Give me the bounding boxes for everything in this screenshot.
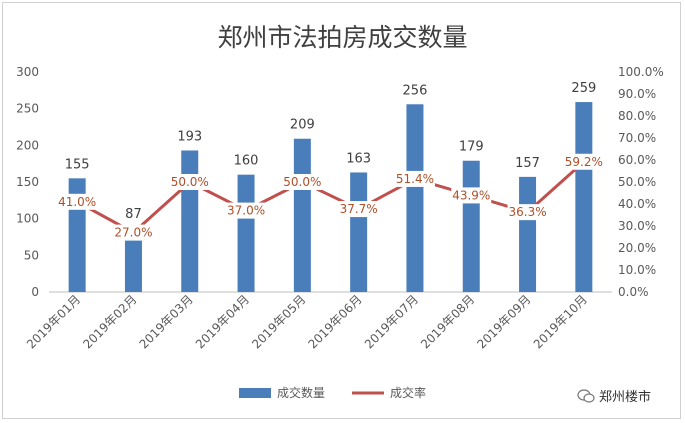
right-tick-label: 60.0% [618,153,656,167]
rate-value-label: 50.0% [283,175,321,189]
rate-value-label: 37.0% [227,204,265,218]
right-axis: 0.0% 10.0% 20.0% 30.0% 40.0% 50.0% 60.0% 70.0% 8… [618,65,664,299]
right-tick-label: 0.0% [618,285,649,299]
left-tick-label: 0 [31,285,39,299]
x-tick-label: 2019年01月 [24,292,83,351]
source-label: 郑州楼市 [599,390,652,405]
rate-value-label: 50.0% [171,175,209,189]
bar-value-label: 209 [290,118,315,133]
source-badge: 郑州楼市 [577,386,651,405]
rate-series: 41.0% 27.0% 50.0% 37.0% 50.0% 37.7% 51.4% 43.9%… [57,153,604,241]
bar-value-label: 155 [65,157,90,172]
bar-value-label: 256 [403,83,428,98]
rate-value-label: 36.3% [508,205,546,219]
rate-value-label: 27.0% [114,226,152,240]
rate-label-bg [282,174,323,190]
x-tick-label: 2019年08月 [418,292,477,351]
rate-value-label: 37.7% [340,202,378,216]
bar-value-label: 193 [177,129,202,144]
rate-label-bg [113,224,154,241]
left-tick-label: 100 [16,212,39,226]
x-tick-label: 2019年06月 [306,292,365,351]
bar [519,176,537,292]
wechat-icon [577,388,595,403]
rate-value-label: 59.2% [565,155,603,169]
rate-value-label: 51.4% [396,172,434,186]
right-tick-label: 50.0% [618,175,656,189]
bar [293,138,311,292]
right-tick-label: 10.0% [618,263,656,277]
rate-label-bg [394,170,435,187]
x-tick-label: 2019年10月 [531,292,590,351]
rate-label-bg [338,201,379,218]
bar-value-label: 157 [515,156,540,171]
left-tick-label: 50 [24,248,39,262]
left-tick-label: 200 [16,138,39,152]
x-tick-label: 2019年03月 [137,292,196,351]
legend-swatch-count [239,388,271,398]
bar [350,172,368,292]
x-tick-label: 2019年05月 [249,292,308,351]
bar [575,102,593,292]
right-tick-label: 80.0% [618,109,656,123]
bar-value-label: 179 [459,140,484,155]
bar [406,104,424,293]
rate-label-bg [169,174,210,190]
rate-value-label: 41.0% [58,195,96,209]
rate-line [76,160,585,235]
rate-label-bg [507,204,548,221]
left-tick-label: 150 [16,175,39,189]
bar-value-label: 87 [125,207,142,222]
rate-label-bg [563,153,604,170]
left-tick-label: 300 [16,65,39,79]
right-tick-label: 20.0% [618,241,656,255]
x-axis: 2019年01月2019年02月2019年03月2019年04月2019年05月… [24,292,590,351]
right-tick-label: 30.0% [618,219,656,233]
right-tick-label: 100.0% [618,65,664,79]
legend: 成交数量 成交率 [239,385,426,400]
rate-label-bg [451,187,492,204]
bar-value-label: 259 [571,81,596,96]
x-tick-label: 2019年02月 [80,292,139,351]
rate-label-bg [57,193,98,210]
right-tick-label: 70.0% [618,131,656,145]
bar [237,174,255,292]
left-tick-label: 250 [16,102,39,116]
bar [124,228,142,292]
bar [181,150,199,292]
legend-label-rate: 成交率 [390,385,426,400]
legend-label-count: 成交数量 [277,385,325,400]
bar-value-label: 163 [346,151,371,166]
rate-label-bg [226,202,267,219]
x-tick-label: 2019年09月 [474,292,533,351]
bar-value-label: 160 [234,154,259,169]
right-tick-label: 40.0% [618,197,656,211]
x-tick-label: 2019年04月 [193,292,252,351]
left-axis: 0 50 100 150 200 250 300 [16,65,39,299]
rate-value-label: 43.9% [452,188,490,202]
x-tick-label: 2019年07月 [362,292,421,351]
right-tick-label: 90.0% [618,87,656,101]
chart-title: 郑州市法拍房成交数量 [217,23,468,52]
bar [462,160,480,292]
bar-series: 155 87 193 160 209 163 256 179 157 259 [65,81,596,293]
